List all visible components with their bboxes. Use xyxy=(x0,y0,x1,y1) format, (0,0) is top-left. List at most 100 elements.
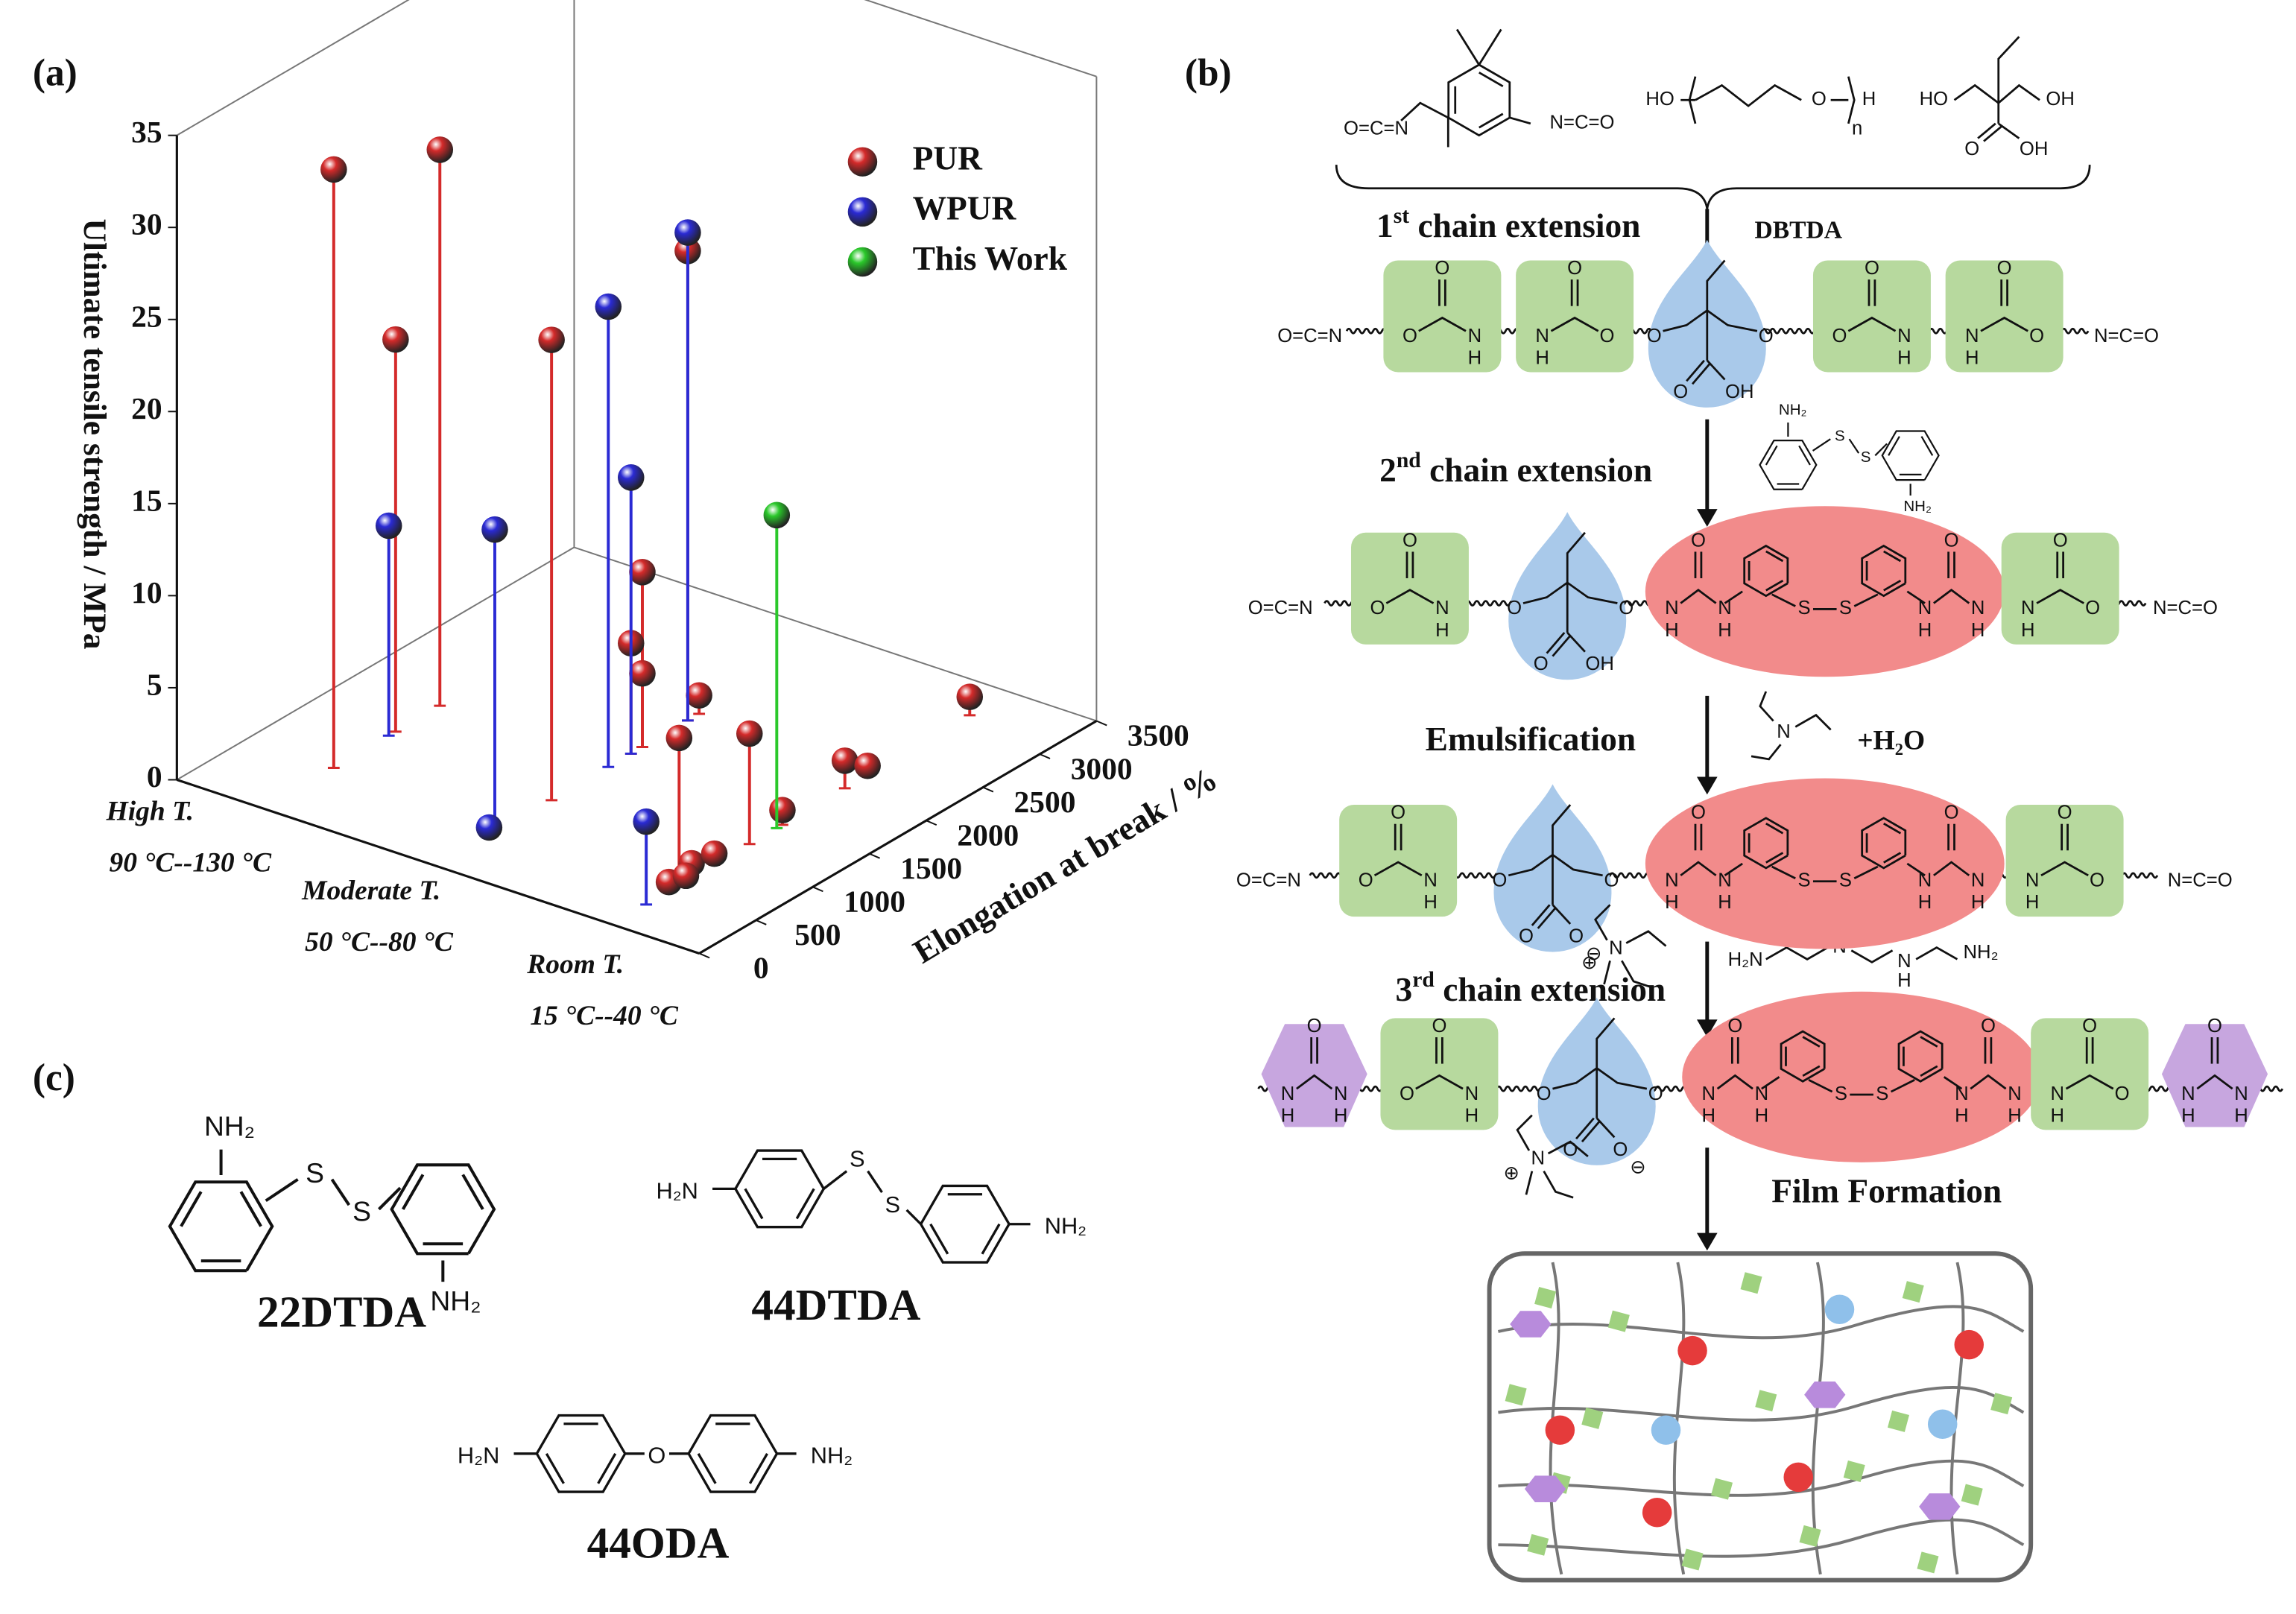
bond xyxy=(1906,862,1926,876)
network-node xyxy=(1887,1410,1909,1432)
bond xyxy=(1997,36,2020,104)
bond xyxy=(1695,83,1802,107)
floor-edge xyxy=(176,546,575,781)
atom-label: O xyxy=(1944,803,1959,823)
bond xyxy=(1596,1017,1616,1069)
bond xyxy=(1706,359,1726,381)
bond xyxy=(1997,122,2020,139)
atom-label: N xyxy=(2181,1083,2195,1104)
atom-label: N=C=O xyxy=(2094,326,2159,346)
bond xyxy=(1546,632,1566,654)
z-tick-label: 5 xyxy=(147,667,162,701)
step-label: Emulsification xyxy=(1426,721,1636,759)
y-axis xyxy=(698,720,1098,955)
atom-label: N xyxy=(1918,870,1932,890)
atom-label: ⊖ xyxy=(1630,1157,1646,1178)
atom-label: OH xyxy=(1585,653,1613,674)
network-node xyxy=(1527,1534,1549,1556)
bond xyxy=(1765,852,1784,864)
bond xyxy=(1706,259,1726,311)
bond xyxy=(1765,579,1784,592)
atom-label: N xyxy=(2234,1083,2248,1104)
network-node xyxy=(1755,1390,1777,1412)
network-node xyxy=(1804,1382,1846,1408)
network-node xyxy=(1607,1310,1630,1332)
bond xyxy=(1883,579,1902,592)
bond xyxy=(1853,865,1879,879)
network-node xyxy=(1545,1415,1575,1445)
atom-label: NH₂ xyxy=(204,1110,255,1142)
atom-label: O xyxy=(2090,870,2104,890)
bond xyxy=(1566,632,1586,653)
bond xyxy=(1765,946,1829,961)
bond xyxy=(733,1149,825,1229)
atom-label: N xyxy=(1755,1083,1769,1104)
atom-label: N xyxy=(1468,326,1482,346)
bond xyxy=(1743,544,1789,598)
atom-label: O=C=N xyxy=(1248,598,1313,618)
sphere xyxy=(763,501,791,529)
sphere xyxy=(481,516,508,543)
y-tick xyxy=(812,886,823,893)
atom-label: O xyxy=(1613,1139,1628,1160)
atom-label: S xyxy=(1835,1083,1847,1104)
atom-label: S xyxy=(885,1191,900,1218)
step-label: Film Formation xyxy=(1771,1173,2002,1210)
atom-label: H xyxy=(1918,892,1932,913)
atom-label: H xyxy=(2234,1105,2248,1126)
bond xyxy=(687,1414,778,1493)
x-tick-sublabel: 50 °C--80 °C xyxy=(305,927,454,958)
atom-label: O xyxy=(1492,870,1507,890)
bond xyxy=(2196,1074,2233,1090)
bond xyxy=(1400,101,1449,121)
y-tick-label: 2500 xyxy=(1014,785,1076,819)
legend-label: PUR xyxy=(913,140,984,177)
bond xyxy=(1920,1036,1938,1048)
network-node xyxy=(1740,1272,1762,1294)
atom-label: O xyxy=(1647,326,1662,346)
atom-label: N xyxy=(1918,598,1932,618)
atom-label: NH₂ xyxy=(1779,402,1807,419)
z-tick-label: 30 xyxy=(131,207,162,241)
bond xyxy=(239,1191,262,1227)
bond xyxy=(1509,116,1531,125)
step-text: chain extension xyxy=(1421,452,1652,489)
molecule: H₂N O NH₂ xyxy=(458,1414,853,1493)
atom-label: H xyxy=(1755,1105,1769,1126)
atom-label: N xyxy=(1465,1083,1479,1104)
bond xyxy=(1881,430,1940,481)
arrow-head xyxy=(1696,509,1718,527)
atom-label: H xyxy=(1435,620,1449,641)
arrow-head xyxy=(1696,1019,1718,1038)
bond xyxy=(1780,1030,1826,1083)
atom-label: H xyxy=(1665,620,1679,641)
step-label: 2nd chain extension xyxy=(1379,449,1652,489)
atom-label: N xyxy=(1777,721,1791,742)
network-node xyxy=(1711,1478,1733,1500)
bond xyxy=(1883,822,1902,835)
bond xyxy=(1552,904,1572,925)
network-node xyxy=(1919,1493,1961,1520)
atom-label: O xyxy=(1507,598,1522,618)
urethane-box xyxy=(1945,260,2063,373)
atom-label: N=C=O xyxy=(2153,598,2218,618)
scatter-3d: 0 5 10 15 20 25 30 35 0 5001000150020002500300035… xyxy=(77,0,1224,1031)
atom-label: N xyxy=(1955,1083,1969,1104)
y-tick-label: 1500 xyxy=(900,851,962,885)
atom-label: S xyxy=(1798,598,1811,618)
bond xyxy=(1692,362,1711,385)
z-tick-label: 10 xyxy=(131,575,162,610)
bond xyxy=(1915,946,1958,961)
atom-label: O xyxy=(2085,598,2100,618)
bond xyxy=(1765,445,1778,466)
atom-label: N xyxy=(1609,937,1623,958)
network-line xyxy=(1672,1262,1686,1575)
bond xyxy=(2036,589,2084,604)
atom-label: O xyxy=(1519,926,1534,947)
x-tick-sublabel: 15 °C--40 °C xyxy=(530,1001,679,1031)
atom-label: N xyxy=(2008,1083,2022,1104)
network-node xyxy=(1783,1462,1813,1493)
sphere xyxy=(769,797,796,823)
structure-name: 44DTDA xyxy=(751,1280,920,1329)
bond xyxy=(1802,1036,1821,1048)
